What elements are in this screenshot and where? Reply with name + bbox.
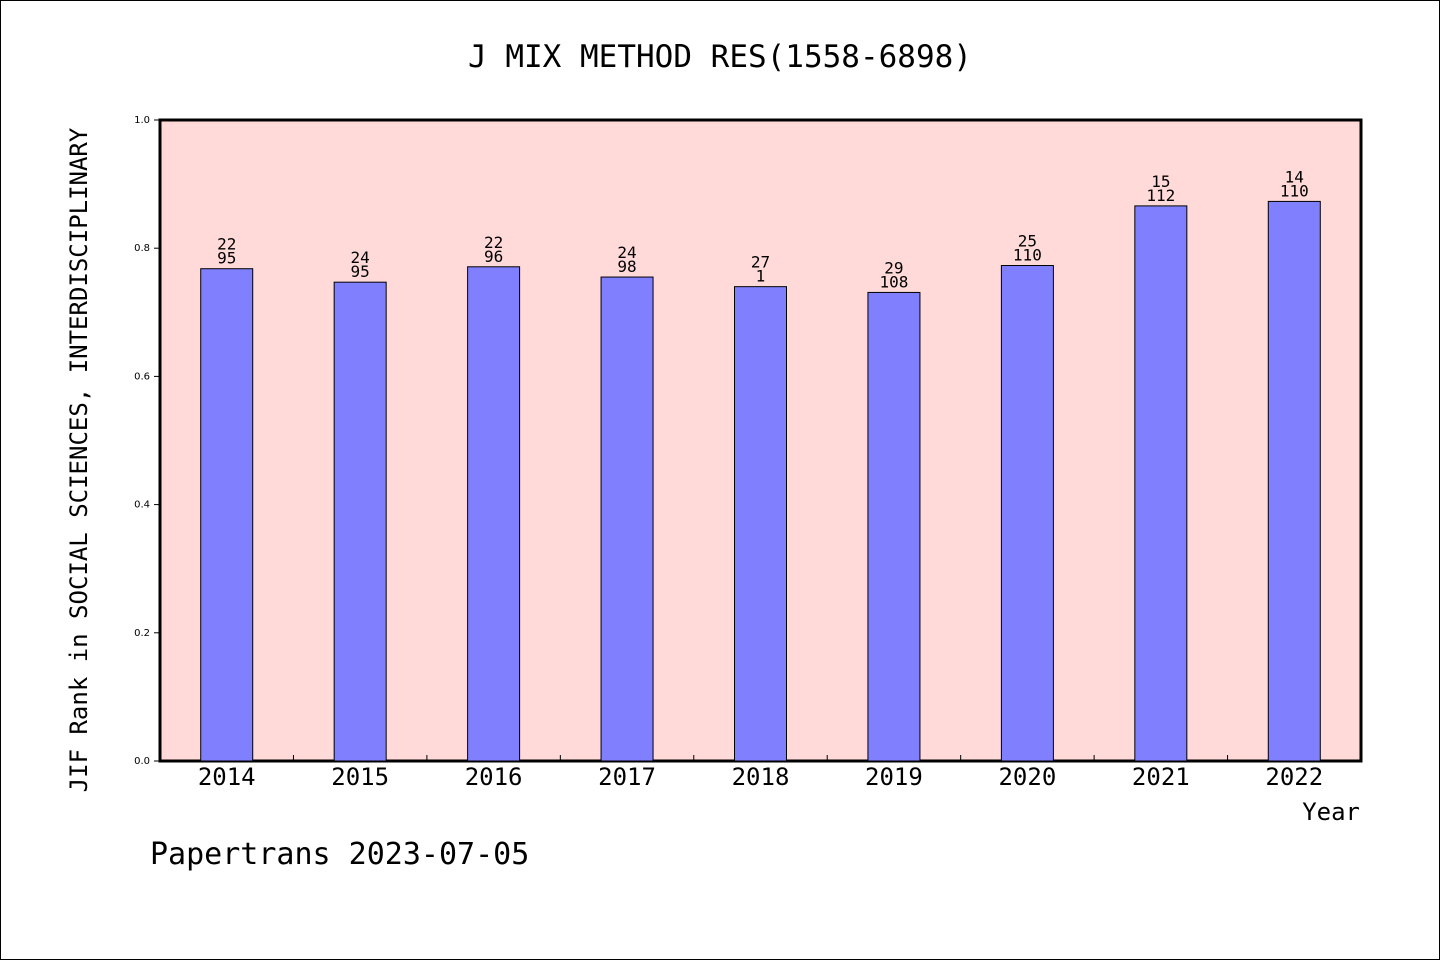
- chart-title: J MIX METHOD RES(1558-6898): [468, 39, 972, 75]
- x-tick-label: 2021: [1132, 763, 1190, 791]
- y-tick-label: 0.6: [134, 371, 150, 382]
- bar-total-label: 110: [1013, 246, 1042, 265]
- bar-total-label: 108: [879, 272, 908, 291]
- x-axis-ticks: 2014 2015 2016 2017 2018 2019 2020 2021 2022: [198, 755, 1323, 791]
- x-tick-label: 2015: [331, 763, 389, 791]
- bar-rank-label: 14: [1285, 167, 1304, 186]
- y-tick-label: 0.0: [134, 756, 150, 767]
- x-tick-label: 2017: [598, 763, 656, 791]
- bar-rank-label: 22: [217, 235, 236, 254]
- bars-group: [200, 200, 1321, 762]
- bar-total-label: 110: [1280, 181, 1309, 200]
- x-tick-label: 2016: [465, 763, 523, 791]
- bar-rank-label: 24: [617, 243, 636, 262]
- bar-rank-label: 25: [1018, 232, 1037, 251]
- x-axis-label: Year: [1302, 798, 1360, 826]
- bar-2022: [1267, 200, 1321, 762]
- bar-rank-label: 22: [484, 233, 503, 252]
- bar-2018: [734, 286, 787, 762]
- bar-2016: [467, 266, 521, 762]
- y-tick-label: 0.8: [134, 243, 150, 254]
- x-tick-label: 2014: [198, 763, 256, 791]
- bar-total-label: 96: [484, 247, 503, 266]
- bar-rank-label: 15: [1151, 172, 1170, 191]
- y-tick-label: 0.4: [134, 500, 150, 511]
- y-axis-ticks: 0.0 0.2 0.4 0.6 0.8 1.0: [134, 115, 160, 767]
- y-tick-label: 0.2: [134, 628, 150, 639]
- bar-2019: [867, 291, 921, 762]
- bar-total-label: 95: [217, 249, 236, 268]
- bar-rank-label: 24: [351, 248, 370, 267]
- x-tick-label: 2019: [865, 763, 923, 791]
- y-axis-label: JIF Rank in SOCIAL SCIENCES, INTERDISCIP…: [65, 127, 93, 792]
- bar-total-label: 98: [617, 257, 636, 276]
- bar-2015: [333, 281, 387, 762]
- bar-2014: [200, 268, 254, 762]
- bar-rank-label: 27: [751, 253, 770, 272]
- bar-total-label: 1: [756, 267, 766, 286]
- bar-rank-label: 29: [884, 258, 903, 277]
- y-tick-label: 1.0: [134, 115, 150, 126]
- bar-total-label: 95: [351, 262, 370, 281]
- x-tick-label: 2018: [732, 763, 790, 791]
- bar-2017: [600, 276, 654, 762]
- x-tick-label: 2022: [1265, 763, 1323, 791]
- bar-total-label: 112: [1146, 186, 1175, 205]
- bar-2021: [1134, 205, 1188, 762]
- bar-2020: [1000, 265, 1054, 762]
- footer-text: Papertrans 2023-07-05: [150, 837, 529, 872]
- x-tick-label: 2020: [998, 763, 1056, 791]
